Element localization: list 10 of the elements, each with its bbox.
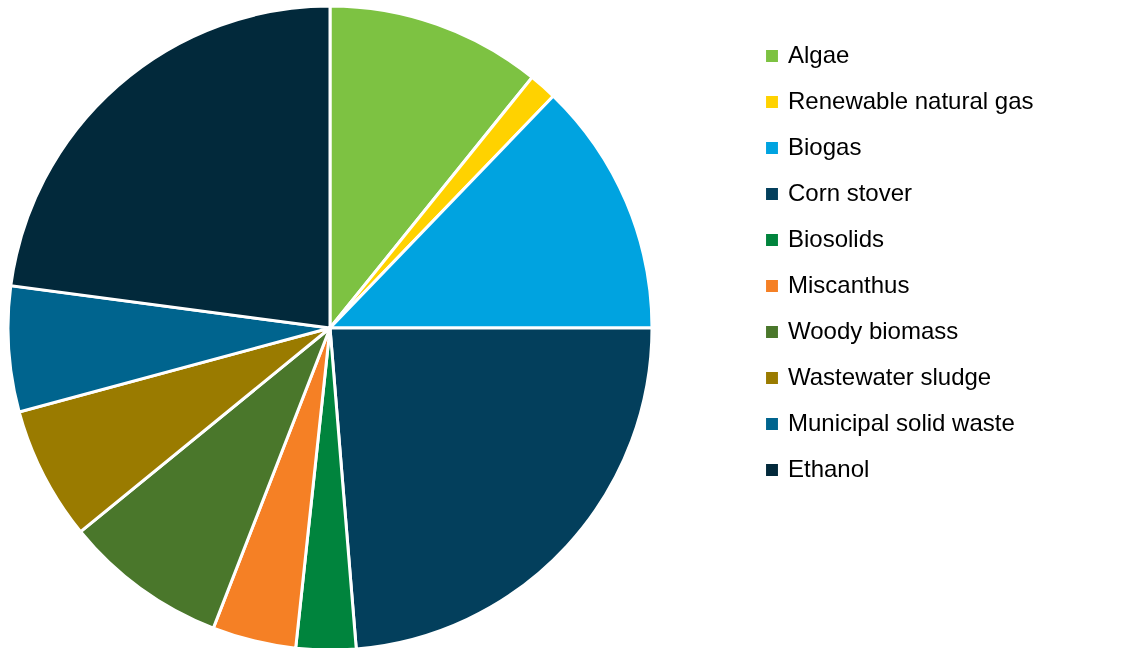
legend-label: Wastewater sludge	[788, 363, 992, 390]
legend-label: Algae	[788, 41, 850, 68]
legend-label: Renewable natural gas	[788, 87, 1034, 114]
legend-label: Corn stover	[788, 179, 913, 206]
legend-label: Municipal solid waste	[788, 409, 1015, 436]
legend-label: Miscanthus	[788, 271, 910, 298]
legend-label: Woody biomass	[788, 317, 959, 344]
legend-label: Biosolids	[788, 225, 885, 252]
legend-label: Ethanol	[788, 455, 870, 482]
legend-label: Biogas	[788, 133, 862, 160]
